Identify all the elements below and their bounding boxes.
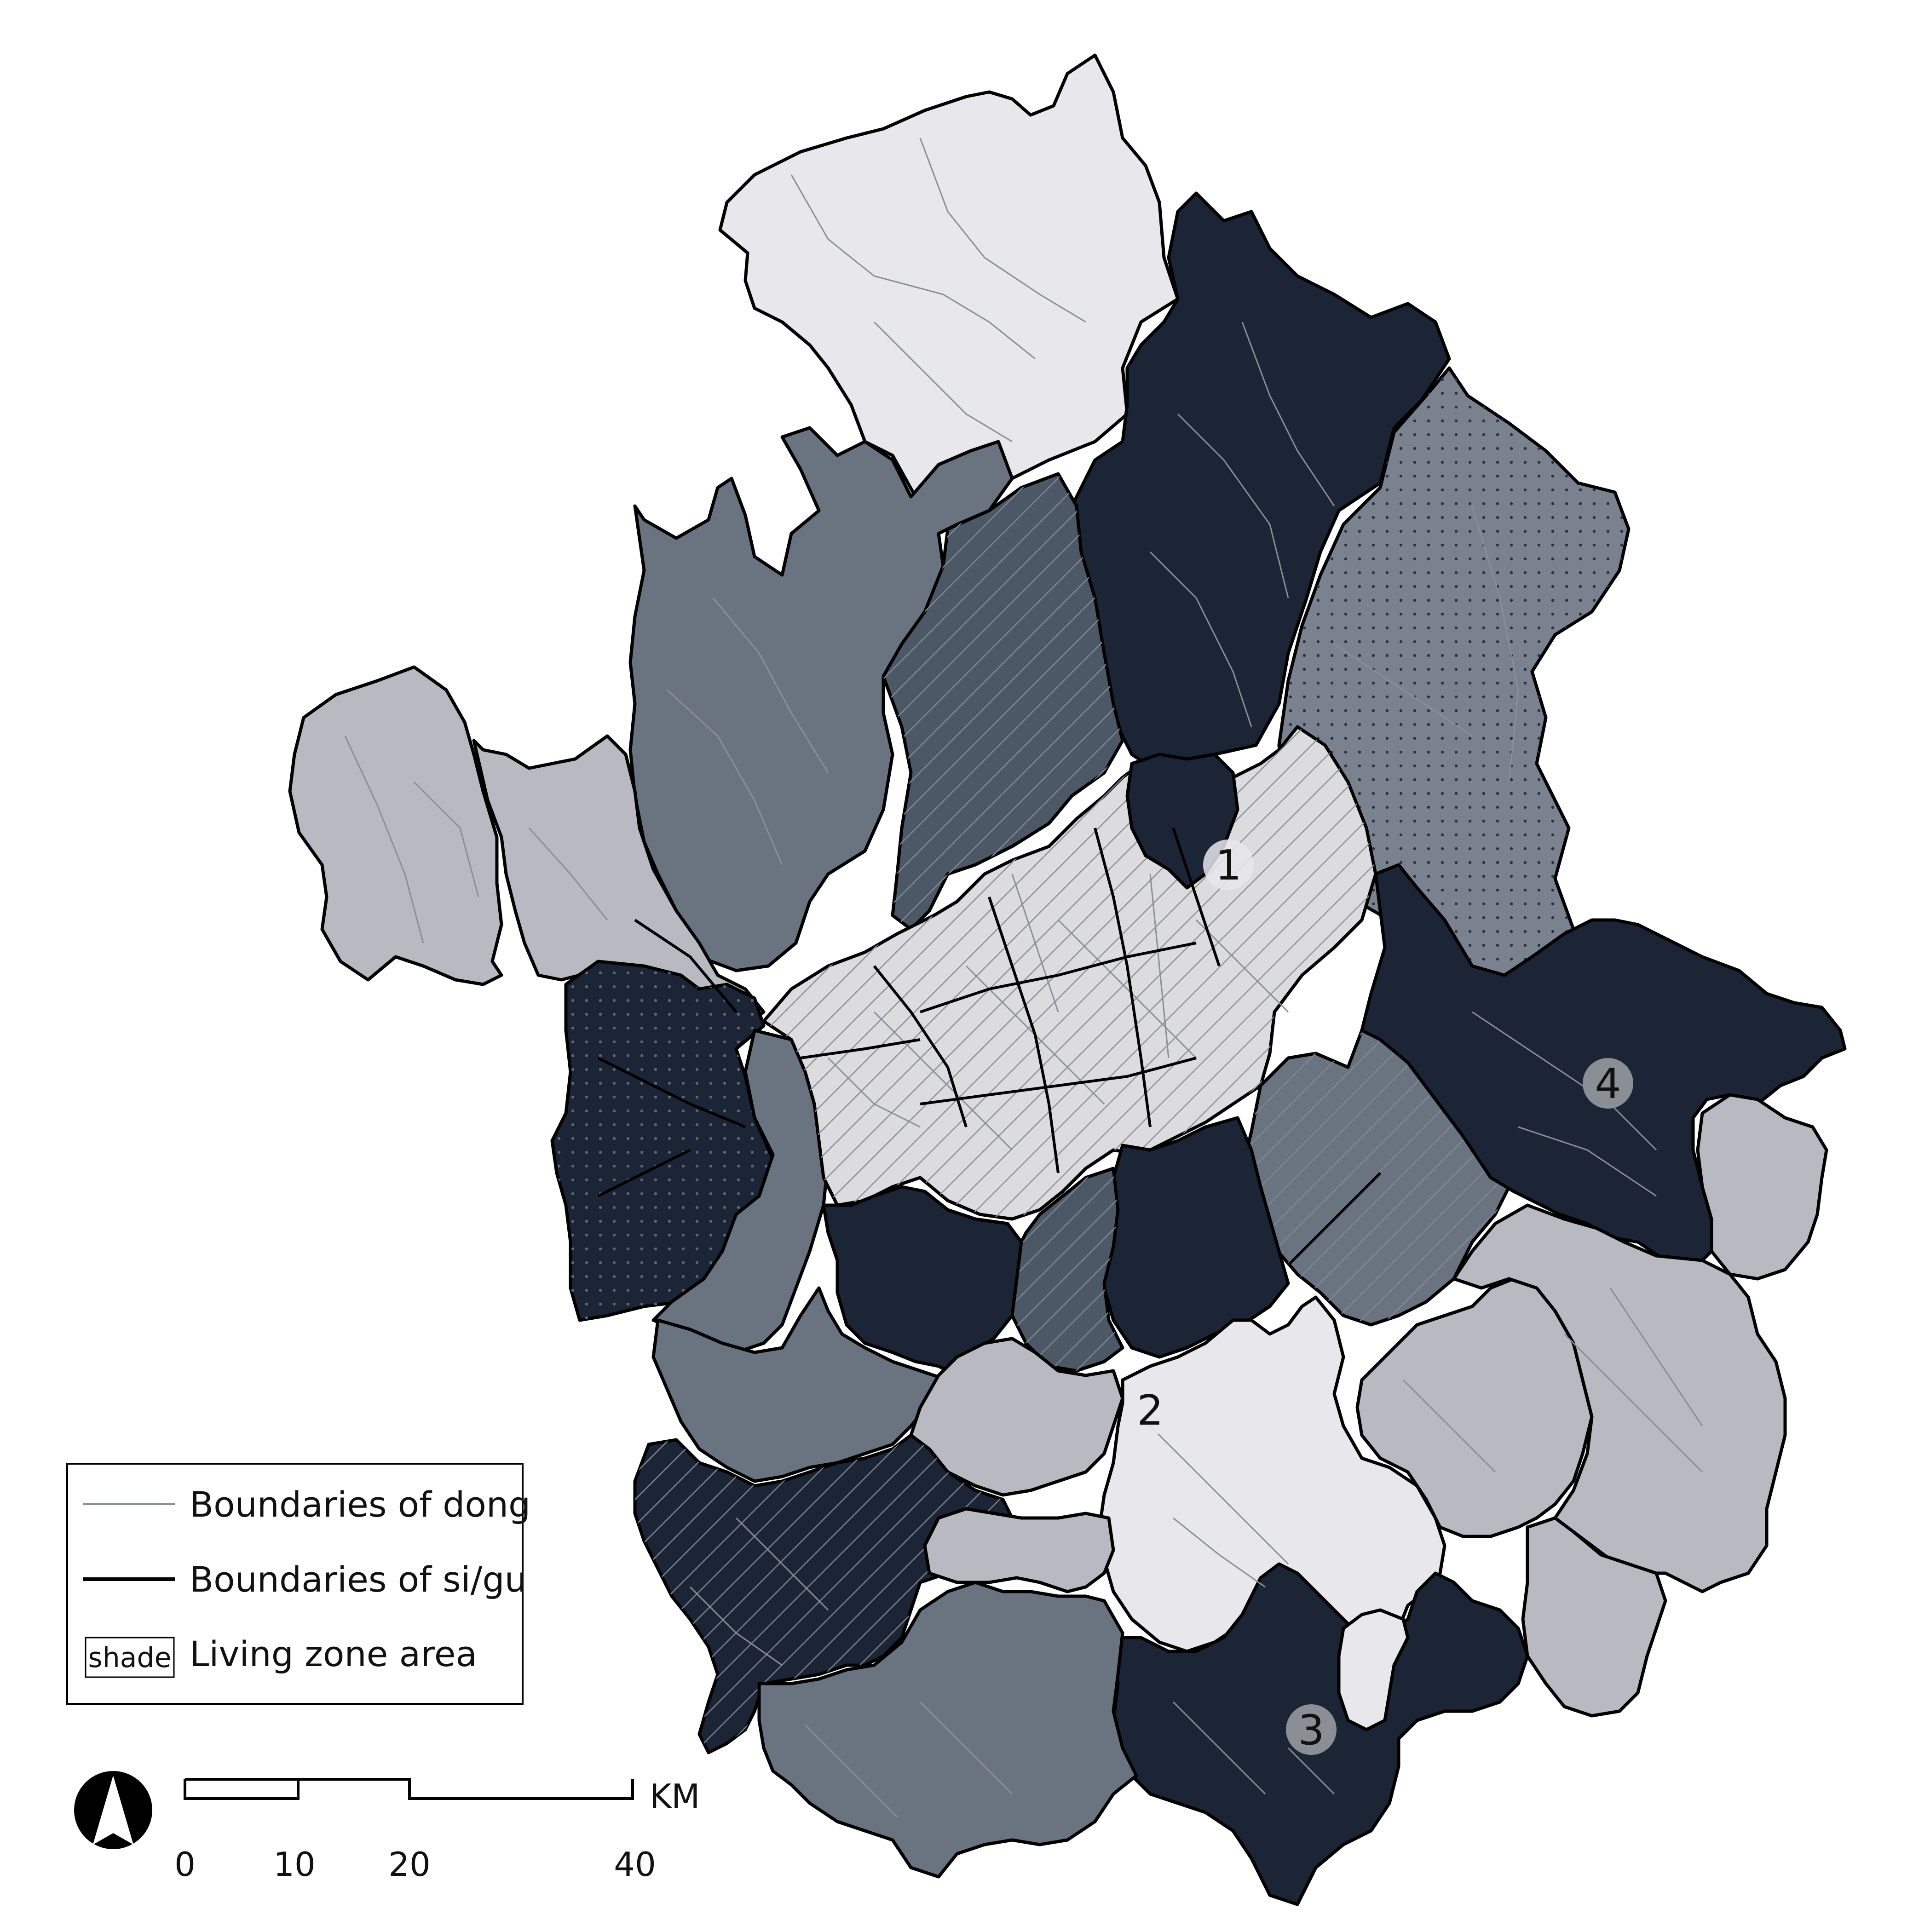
region-northeast-dark xyxy=(1066,191,1451,784)
legend-dong-label: Boundaries of dong xyxy=(190,1484,530,1525)
region-yeoju-light-gray xyxy=(1452,1203,1787,1593)
zone-3-label: 3 xyxy=(1298,1706,1324,1754)
region-northwest-gray xyxy=(628,426,1014,972)
legend-item-dong: Boundaries of dong xyxy=(83,1484,530,1525)
zone-2-marker: 2 xyxy=(1125,1385,1175,1435)
region-anseong-light-notch xyxy=(1337,1608,1410,1731)
scale-tick-0: 0 xyxy=(174,1845,196,1884)
region-anyang-dark xyxy=(822,1185,1023,1377)
zone-2-label: 2 xyxy=(1137,1386,1163,1435)
region-far-east-light-gray xyxy=(1696,1093,1828,1281)
legend-zone-label: Living zone area xyxy=(190,1633,477,1674)
scale-tick-40: 40 xyxy=(614,1845,656,1884)
zone-4-marker: 4 xyxy=(1583,1058,1633,1109)
zone-1-label: 1 xyxy=(1215,841,1241,890)
region-icheon-light-gray xyxy=(1355,1277,1594,1538)
scale-bar: KM 0 10 20 40 xyxy=(174,1777,700,1884)
scale-unit-label: KM xyxy=(650,1777,700,1816)
zone-1-marker: 1 xyxy=(1203,840,1254,890)
legend-item-zone: shade Living zone area xyxy=(85,1633,477,1678)
shade-swatch xyxy=(85,1637,175,1678)
scale-tick-20: 20 xyxy=(388,1845,431,1884)
zone-4-label: 4 xyxy=(1595,1060,1621,1108)
zone-labels: 1 2 3 4 xyxy=(1125,840,1633,1755)
scale-tick-10: 10 xyxy=(273,1845,316,1884)
zone-3-marker: 3 xyxy=(1286,1704,1337,1755)
legend-sigu-label: Boundaries of si/gu xyxy=(190,1559,527,1600)
region-ganghwa-light-gray xyxy=(288,665,503,986)
dong-boundaries xyxy=(344,138,1703,1818)
region-north-light xyxy=(718,53,1180,535)
region-osan-light-gray xyxy=(923,1507,1115,1593)
legend: Boundaries of dong Boundaries of si/gu s… xyxy=(66,1463,530,1705)
region-se-lower-light-gray xyxy=(1521,1516,1667,1718)
shade-swatch-text: shade xyxy=(88,1642,171,1674)
north-arrow-icon xyxy=(74,1771,152,1849)
sigu-boundaries-inner xyxy=(597,828,1382,1266)
legend-item-sigu: Boundaries of si/gu xyxy=(83,1559,527,1600)
